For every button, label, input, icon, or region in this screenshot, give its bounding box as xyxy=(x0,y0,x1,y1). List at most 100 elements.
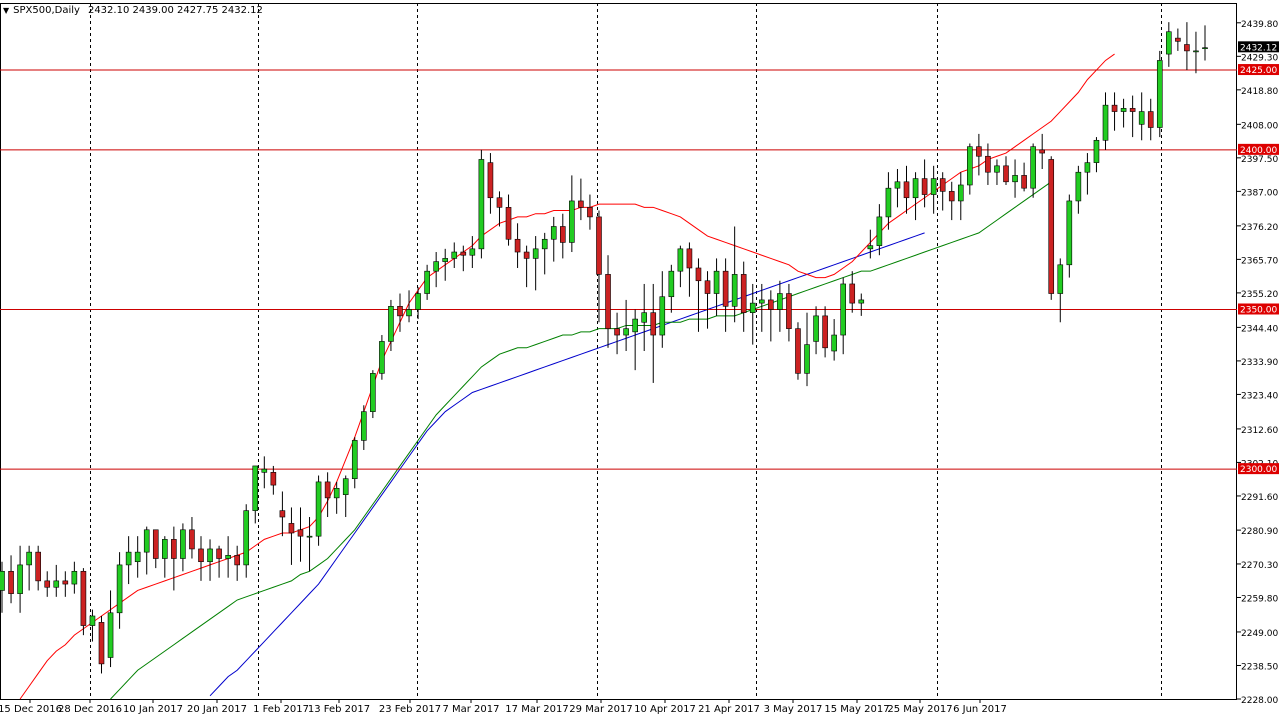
current-price-label: 2432.12 xyxy=(1240,43,1277,53)
candle-body xyxy=(26,551,32,566)
candle-body xyxy=(297,529,304,537)
candle-body xyxy=(442,258,449,262)
candle-body xyxy=(587,207,593,218)
y-tick-label: 2355.20 xyxy=(1241,290,1278,300)
candle-body xyxy=(397,306,403,317)
candle-body xyxy=(804,344,810,374)
candle-body xyxy=(876,216,883,246)
candle-body xyxy=(469,248,476,256)
candle-body xyxy=(1048,159,1055,294)
candle-body xyxy=(315,481,322,537)
candle-body xyxy=(171,539,177,559)
candle-body xyxy=(333,487,340,499)
candle-body xyxy=(1084,162,1091,173)
x-tick-label: 10 Apr 2017 xyxy=(634,704,696,715)
x-tick-label: 21 Apr 2017 xyxy=(698,704,760,715)
moving-average-slow xyxy=(209,232,925,697)
x-tick-label: 25 May 2017 xyxy=(887,704,952,715)
candle-body xyxy=(632,318,638,333)
y-tick-label: 2312.60 xyxy=(1241,426,1278,436)
candle-body xyxy=(53,580,60,588)
price-level-label: 2400.00 xyxy=(1240,146,1277,156)
candle-body xyxy=(134,551,141,563)
candle-body xyxy=(578,200,584,208)
candle-body xyxy=(261,468,268,473)
symbol-label: SPX500,Daily xyxy=(13,4,80,16)
candle-body xyxy=(351,440,358,480)
candle-body xyxy=(370,373,376,412)
candle-body xyxy=(487,162,494,199)
candle-body xyxy=(44,580,51,588)
price-level-label-box xyxy=(1238,463,1279,475)
candle-body xyxy=(270,472,277,486)
y-tick-label: 2228.00 xyxy=(1241,696,1278,706)
y-tick-label: 2333.90 xyxy=(1241,358,1278,368)
candle-body xyxy=(1175,37,1181,42)
candle-body xyxy=(1057,264,1064,294)
candle-body xyxy=(948,191,955,202)
candle-body xyxy=(559,226,566,243)
candle-body xyxy=(1093,139,1100,163)
candle-body xyxy=(668,270,675,298)
candle-body xyxy=(722,270,729,307)
x-tick-label: 13 Feb 2017 xyxy=(308,704,370,715)
x-tick-label: 15 May 2017 xyxy=(824,704,889,715)
x-tick-label: 1 Feb 2017 xyxy=(253,704,309,715)
candle-body xyxy=(912,178,919,199)
candle-body xyxy=(35,551,41,582)
candle-body xyxy=(1030,146,1036,189)
candle-body xyxy=(143,529,150,553)
candle-body xyxy=(306,535,313,538)
candle-body xyxy=(894,181,901,189)
candle-body xyxy=(731,274,738,307)
candle-body xyxy=(976,146,982,157)
candle-body xyxy=(225,555,231,559)
candle-body xyxy=(867,245,874,250)
candle-body xyxy=(749,302,756,313)
candle-body xyxy=(1066,200,1073,266)
moving-average-fast xyxy=(19,53,1115,700)
candle-body xyxy=(1039,149,1045,154)
candle-body xyxy=(116,564,123,614)
candle-body xyxy=(985,155,991,173)
candle-body xyxy=(460,251,467,256)
candle-body xyxy=(415,293,421,310)
candle-body xyxy=(89,615,96,626)
candle-body xyxy=(921,178,928,195)
y-tick-label: 2270.30 xyxy=(1241,561,1278,571)
candle-body xyxy=(189,529,195,550)
x-tick-label: 10 Jan 2017 xyxy=(123,704,183,715)
candle-body xyxy=(1102,104,1109,141)
candle-body xyxy=(550,226,557,240)
candle-body xyxy=(686,248,693,269)
candle-body xyxy=(424,270,430,294)
candle-body xyxy=(1120,108,1127,112)
x-tick-label: 20 Jan 2017 xyxy=(187,704,247,715)
x-tick-label: 6 Jun 2017 xyxy=(953,704,1007,715)
candle-body xyxy=(1003,165,1009,183)
y-tick-label: 2323.40 xyxy=(1241,391,1278,401)
y-tick-label: 2439.80 xyxy=(1241,20,1278,30)
y-tick-label: 2238.50 xyxy=(1241,662,1278,672)
candle-body xyxy=(8,570,14,594)
candle-body xyxy=(994,165,1000,173)
candle-body xyxy=(695,267,702,282)
candle-body xyxy=(840,283,846,336)
candle-body xyxy=(243,510,250,566)
candle-body xyxy=(324,481,331,499)
candle-body xyxy=(786,293,792,329)
candle-body xyxy=(80,570,87,626)
candle-body xyxy=(740,274,747,313)
candle-body xyxy=(939,178,946,192)
dropdown-arrow-icon[interactable]: ▼ xyxy=(3,5,10,15)
candle-body xyxy=(152,529,159,559)
candle-body xyxy=(957,184,964,202)
candle-body xyxy=(650,312,657,336)
candle-body xyxy=(596,216,602,275)
candle-body xyxy=(0,570,5,591)
y-tick-label: 2408.00 xyxy=(1241,121,1278,131)
candle-body xyxy=(198,548,204,563)
candle-body xyxy=(623,328,629,336)
y-tick-label: 2418.80 xyxy=(1241,87,1278,97)
